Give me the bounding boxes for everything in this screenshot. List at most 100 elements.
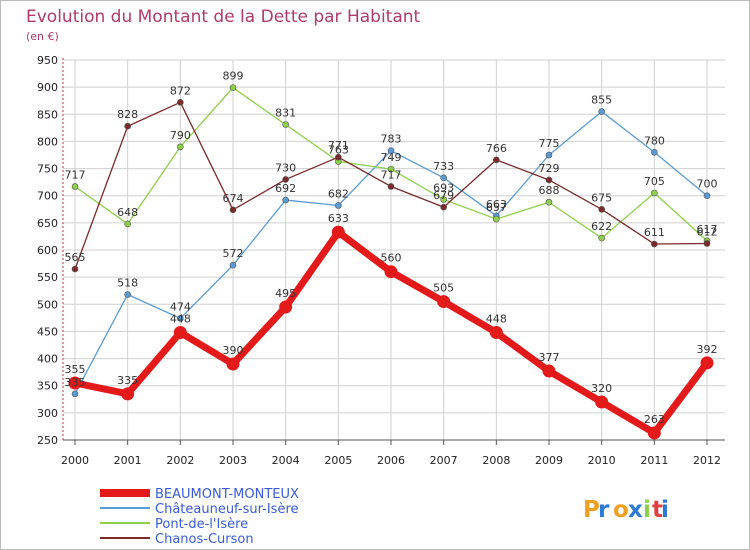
- y-tick-label: 500: [37, 298, 58, 311]
- logo-letter: o: [613, 497, 629, 523]
- data-label-main: 495: [275, 287, 296, 300]
- data-point-chateauneuf: [335, 202, 342, 209]
- x-tick-label: 2007: [430, 454, 458, 467]
- data-point-chanos: [177, 99, 184, 106]
- data-label-pont: 622: [591, 220, 612, 233]
- data-label-pont: 705: [644, 175, 665, 188]
- data-point-chanos: [387, 183, 395, 190]
- x-tick-label: 2005: [324, 454, 352, 467]
- data-point-pont: [282, 121, 289, 128]
- data-label-main: 448: [486, 313, 507, 326]
- data-point-chanos: [493, 156, 500, 164]
- data-point-main: [121, 387, 135, 401]
- x-tick-label: 2009: [535, 454, 563, 467]
- data-label-chateauneuf: 518: [117, 277, 138, 290]
- data-label-chateauneuf: 733: [433, 160, 454, 173]
- data-label-chanos: 730: [275, 161, 296, 174]
- proxiti-logo: Pr o x i ti: [583, 497, 669, 523]
- x-tick-label: 2003: [219, 454, 247, 467]
- data-point-pont: [124, 220, 131, 228]
- y-tick-label: 900: [37, 81, 58, 94]
- data-point-pont: [545, 198, 553, 206]
- data-point-chateauneuf: [229, 261, 237, 269]
- data-label-main: 505: [433, 282, 454, 295]
- legend-label-chateauneuf: Châteauneuf-sur-Isère: [155, 502, 299, 517]
- data-point-main: [384, 265, 398, 279]
- data-label-main: 390: [223, 344, 244, 357]
- y-tick-label: 800: [37, 135, 58, 148]
- data-point-chanos: [545, 176, 553, 184]
- data-label-chanos: 828: [117, 108, 138, 121]
- data-point-pont: [229, 84, 237, 91]
- legend-label-pont: Pont-de-l'Isère: [155, 517, 248, 532]
- data-label-chateauneuf: 335: [65, 376, 86, 389]
- data-label-main: 448: [170, 313, 191, 326]
- y-tick-label: 850: [37, 108, 58, 121]
- logo-letter: P: [583, 497, 600, 523]
- data-label-chanos: 771: [328, 139, 349, 152]
- data-label-chateauneuf: 780: [644, 134, 665, 147]
- data-label-pont: 717: [65, 168, 86, 181]
- data-point-chateauneuf: [177, 315, 184, 322]
- data-point-chanos: [71, 265, 79, 273]
- data-point-chanos: [651, 240, 658, 248]
- chart-unit: (en €): [26, 30, 59, 43]
- data-label-chateauneuf: 783: [381, 133, 402, 146]
- data-label-pont: 657: [486, 201, 507, 214]
- data-label-chateauneuf: 474: [170, 300, 191, 313]
- data-point-chateauneuf: [651, 148, 658, 156]
- data-point-pont: [177, 143, 184, 151]
- data-label-main: 263: [644, 413, 665, 426]
- x-tick-label: 2006: [377, 454, 405, 467]
- data-label-chanos: 675: [591, 191, 612, 204]
- data-point-main: [647, 426, 661, 440]
- data-label-chanos: 717: [381, 168, 402, 181]
- data-point-chanos: [703, 240, 711, 247]
- data-label-chanos: 565: [65, 251, 86, 264]
- data-label-chateauneuf: 663: [486, 198, 507, 211]
- data-label-chateauneuf: 700: [697, 178, 718, 191]
- y-tick-label: 950: [37, 54, 58, 67]
- data-point-chateauneuf: [440, 174, 447, 182]
- data-label-chanos: 674: [223, 192, 244, 205]
- x-tick-label: 2010: [588, 454, 616, 467]
- logo-letter: i: [643, 497, 651, 523]
- logo-letter: r: [598, 497, 610, 523]
- data-point-chateauneuf: [124, 291, 131, 298]
- y-tick-label: 250: [37, 434, 58, 447]
- data-label-main: 355: [65, 363, 86, 376]
- x-tick-label: 2008: [482, 454, 510, 467]
- data-point-main: [331, 225, 345, 239]
- data-label-main: 633: [328, 212, 349, 225]
- data-label-main: 392: [697, 343, 718, 356]
- y-tick-label: 550: [37, 271, 58, 284]
- axes: 250 300 350 400 450 500 550 600 650 700 750 800 850 9…: [37, 54, 725, 467]
- data-label-chanos: 612: [697, 225, 718, 238]
- data-point-chanos: [229, 206, 237, 214]
- legend-label-main: BEAUMONT-MONTEUX: [155, 487, 299, 502]
- x-tick-label: 2012: [693, 454, 721, 467]
- data-label-chateauneuf: 682: [328, 187, 349, 200]
- data-point-main: [226, 357, 240, 371]
- x-tick-label: 2002: [166, 454, 194, 467]
- data-point-chateauneuf: [71, 390, 79, 398]
- data-label-pont: 693: [433, 182, 454, 195]
- data-point-main: [437, 295, 451, 309]
- data-point-chateauneuf: [387, 147, 395, 154]
- x-tick-label: 2001: [114, 454, 142, 467]
- data-label-chanos: 679: [433, 189, 454, 202]
- data-point-chateauneuf: [598, 108, 605, 115]
- data-point-pont: [71, 183, 79, 190]
- data-labels: 335 518 474 572 692 682 783 733 663 775 855 780 700 7…: [65, 70, 718, 426]
- x-tick-label: 2011: [640, 454, 668, 467]
- logo-letter: i: [661, 497, 669, 523]
- y-tick-label: 300: [37, 407, 58, 420]
- y-tick-label: 450: [37, 325, 58, 338]
- data-label-chateauneuf: 692: [275, 182, 296, 195]
- chart-title: Evolution du Montant de la Dette par Hab…: [26, 7, 421, 27]
- data-label-chanos: 872: [170, 84, 191, 97]
- data-point-main: [700, 356, 714, 370]
- y-tick-label: 700: [37, 190, 58, 203]
- data-label-pont: 763: [328, 144, 349, 157]
